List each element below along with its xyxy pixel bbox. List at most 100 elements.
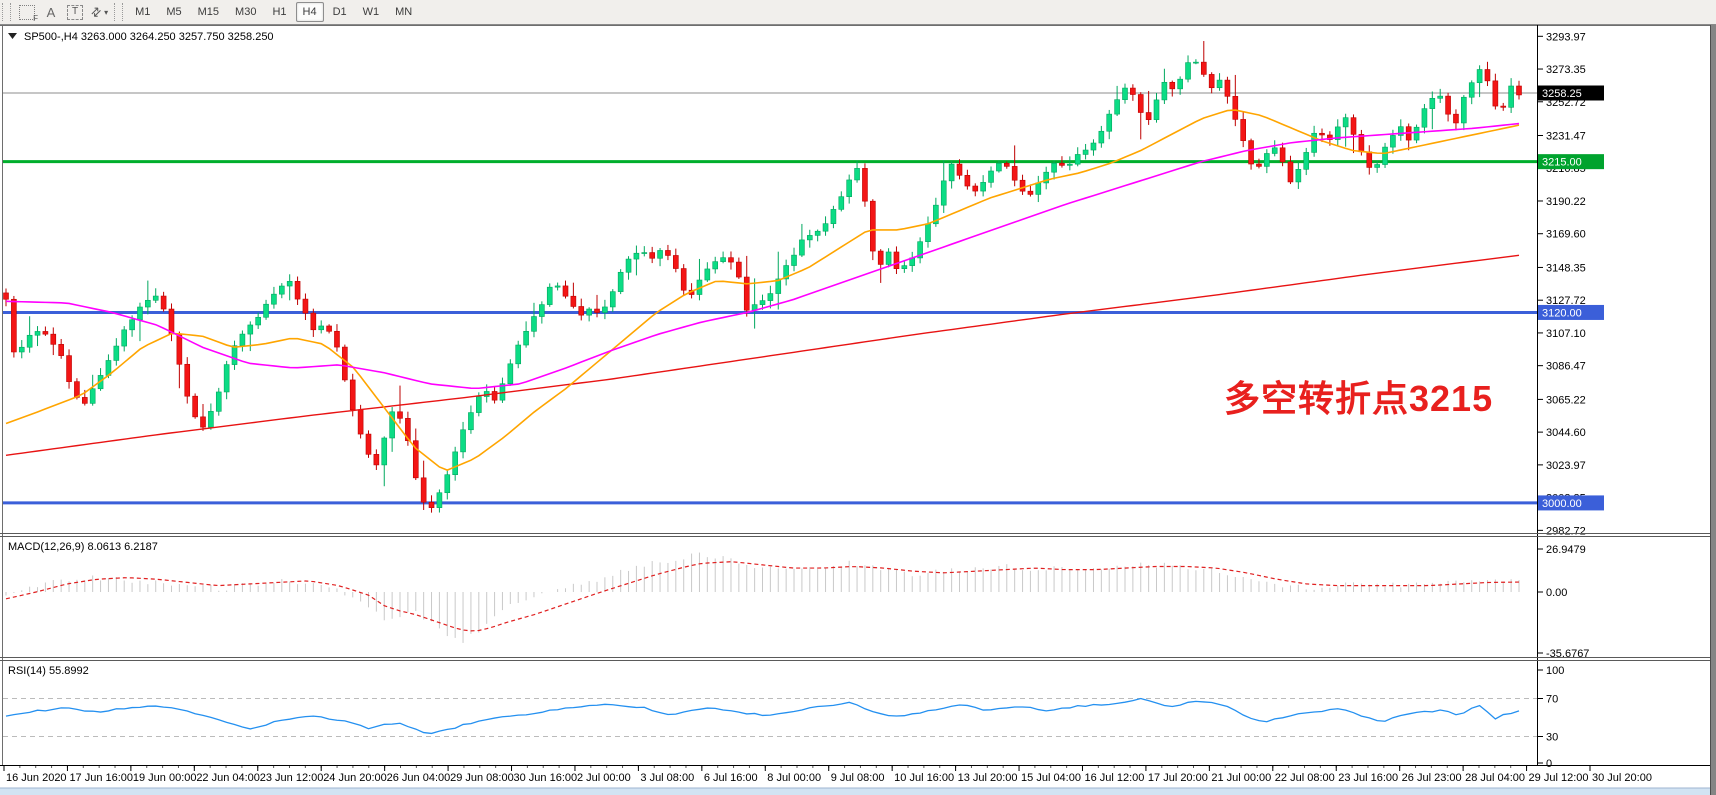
macd-indicator <box>5 552 1520 643</box>
candle-body <box>1177 78 1183 90</box>
candle-body <box>767 293 774 301</box>
timeframe-button-m15[interactable]: M15 <box>191 2 226 22</box>
candle-body <box>1153 99 1160 120</box>
candle-body <box>925 223 931 242</box>
time-axis-label: 22 Jun 04:00 <box>196 772 260 784</box>
candle-body <box>42 331 49 335</box>
rsi-pane[interactable] <box>3 661 1537 765</box>
macd-axis-label: 0.00 <box>1546 587 1567 599</box>
candle-body <box>799 239 805 256</box>
candle-body <box>877 250 884 265</box>
time-axis-label: 6 Jul 16:00 <box>704 772 758 784</box>
time-axis-label: 23 Jun 12:00 <box>260 772 324 784</box>
timeframe-button-h4[interactable]: H4 <box>295 2 324 22</box>
time-axis-label: 29 Jul 12:00 <box>1529 772 1589 784</box>
candle-body <box>168 308 175 335</box>
price-axis-column[interactable] <box>1538 25 1710 766</box>
candle-body <box>11 298 17 353</box>
candle-body <box>1067 163 1073 166</box>
candle-body <box>1413 126 1420 141</box>
text-tool-button[interactable]: T <box>63 1 87 23</box>
candle-body <box>917 241 923 259</box>
time-axis-label: 29 Jun 08:00 <box>450 772 514 784</box>
candle-body <box>1035 182 1042 195</box>
time-axis-label: 23 Jul 16:00 <box>1338 772 1398 784</box>
candle-body <box>247 324 254 335</box>
price-tag-text: 3258.25 <box>1542 88 1582 100</box>
candle-body <box>1508 85 1514 108</box>
macd-axis-label: 26.9479 <box>1546 544 1586 556</box>
toolbar-drag-handle-2[interactable] <box>114 3 124 21</box>
candle-body <box>334 330 340 348</box>
candle-body <box>980 182 986 192</box>
timeframe-button-m5[interactable]: M5 <box>159 2 188 22</box>
candle-body <box>1303 152 1310 170</box>
candle-body <box>302 298 309 314</box>
candle-body <box>633 252 640 260</box>
candle-body <box>1319 132 1325 136</box>
text-t-icon: T <box>67 4 83 20</box>
timeframe-button-m1[interactable]: M1 <box>128 2 157 22</box>
candle-body <box>641 252 648 254</box>
dropdown-caret-icon: ▾ <box>104 7 109 17</box>
candle-body <box>948 163 955 182</box>
timeframe-button-h1[interactable]: H1 <box>265 2 293 22</box>
candle-body <box>673 255 679 269</box>
annotation-text[interactable]: 多空转折点3215 <box>1224 378 1493 419</box>
timeframe-button-m30[interactable]: M30 <box>228 2 263 22</box>
candle-body <box>720 257 726 262</box>
candle-body <box>420 477 427 503</box>
candle-body <box>1106 113 1113 132</box>
time-axis-label: 2 Jul 00:00 <box>577 772 631 784</box>
macd-label: MACD(12,26,9) 8.0613 6.2187 <box>8 541 158 553</box>
candle-body <box>988 170 994 183</box>
candle-body <box>515 344 522 365</box>
candle-body <box>452 451 458 476</box>
time-axis[interactable]: 16 Jun 2020 17 Jun 16:00 19 Jun 00:00 22 Ju… <box>3 766 1652 784</box>
timeframe-button-mn[interactable]: MN <box>388 2 419 22</box>
candle-body <box>318 325 325 331</box>
candle-body <box>1279 147 1286 163</box>
top-toolbar: F A T ⇄ ▾ M1 M5 M15 M30 H1 H4 D1 W1 MN <box>0 0 1716 25</box>
candle-body <box>736 261 742 278</box>
timeframe-button-w1[interactable]: W1 <box>356 2 387 22</box>
price-axis-label: 3148.35 <box>1546 262 1586 274</box>
candle-body <box>625 258 632 273</box>
label-tool-button[interactable]: A <box>39 1 63 23</box>
price-axis-label: 3107.10 <box>1546 328 1586 340</box>
ma-orange-fast <box>5 109 1520 471</box>
time-axis-label: 16 Jul 12:00 <box>1084 772 1144 784</box>
arrow-tools-button[interactable]: ⇄ ▾ <box>87 1 112 23</box>
candle-body <box>231 345 238 365</box>
ma-red-slow <box>5 254 1520 456</box>
candle-body <box>1437 95 1443 99</box>
time-axis-label: 24 Jun 20:00 <box>323 772 387 784</box>
candle-body <box>271 293 277 305</box>
main-price-pane[interactable] <box>3 26 1537 533</box>
candle-body <box>286 281 293 287</box>
candle-body <box>1256 163 1262 167</box>
macd-pane[interactable] <box>3 537 1537 657</box>
candle-body <box>1224 79 1231 97</box>
candle-body <box>822 223 829 232</box>
candle-body <box>1161 81 1168 101</box>
price-axis-label: 3023.97 <box>1546 460 1586 472</box>
candle-body <box>145 299 151 308</box>
symbol-dropdown-icon[interactable] <box>8 33 17 39</box>
price-axis-label: 2982.72 <box>1546 525 1586 537</box>
candle-body <box>657 250 663 259</box>
price-tag-3120.00 <box>1538 304 1604 320</box>
toolbar-drag-handle[interactable] <box>2 3 11 21</box>
candle-body <box>436 492 443 508</box>
candle-body <box>885 251 892 265</box>
timeframe-button-d1[interactable]: D1 <box>326 2 354 22</box>
candle-body <box>137 306 143 321</box>
candle-body <box>1374 164 1380 168</box>
period-separators-button[interactable]: F <box>15 1 39 23</box>
time-axis-label: 22 Jul 08:00 <box>1275 772 1335 784</box>
candle-body <box>1011 166 1018 181</box>
candle-body <box>743 276 750 311</box>
rsi-axis-label: 100 <box>1546 665 1564 677</box>
candle-body <box>405 418 411 442</box>
candle-body <box>1027 190 1034 195</box>
